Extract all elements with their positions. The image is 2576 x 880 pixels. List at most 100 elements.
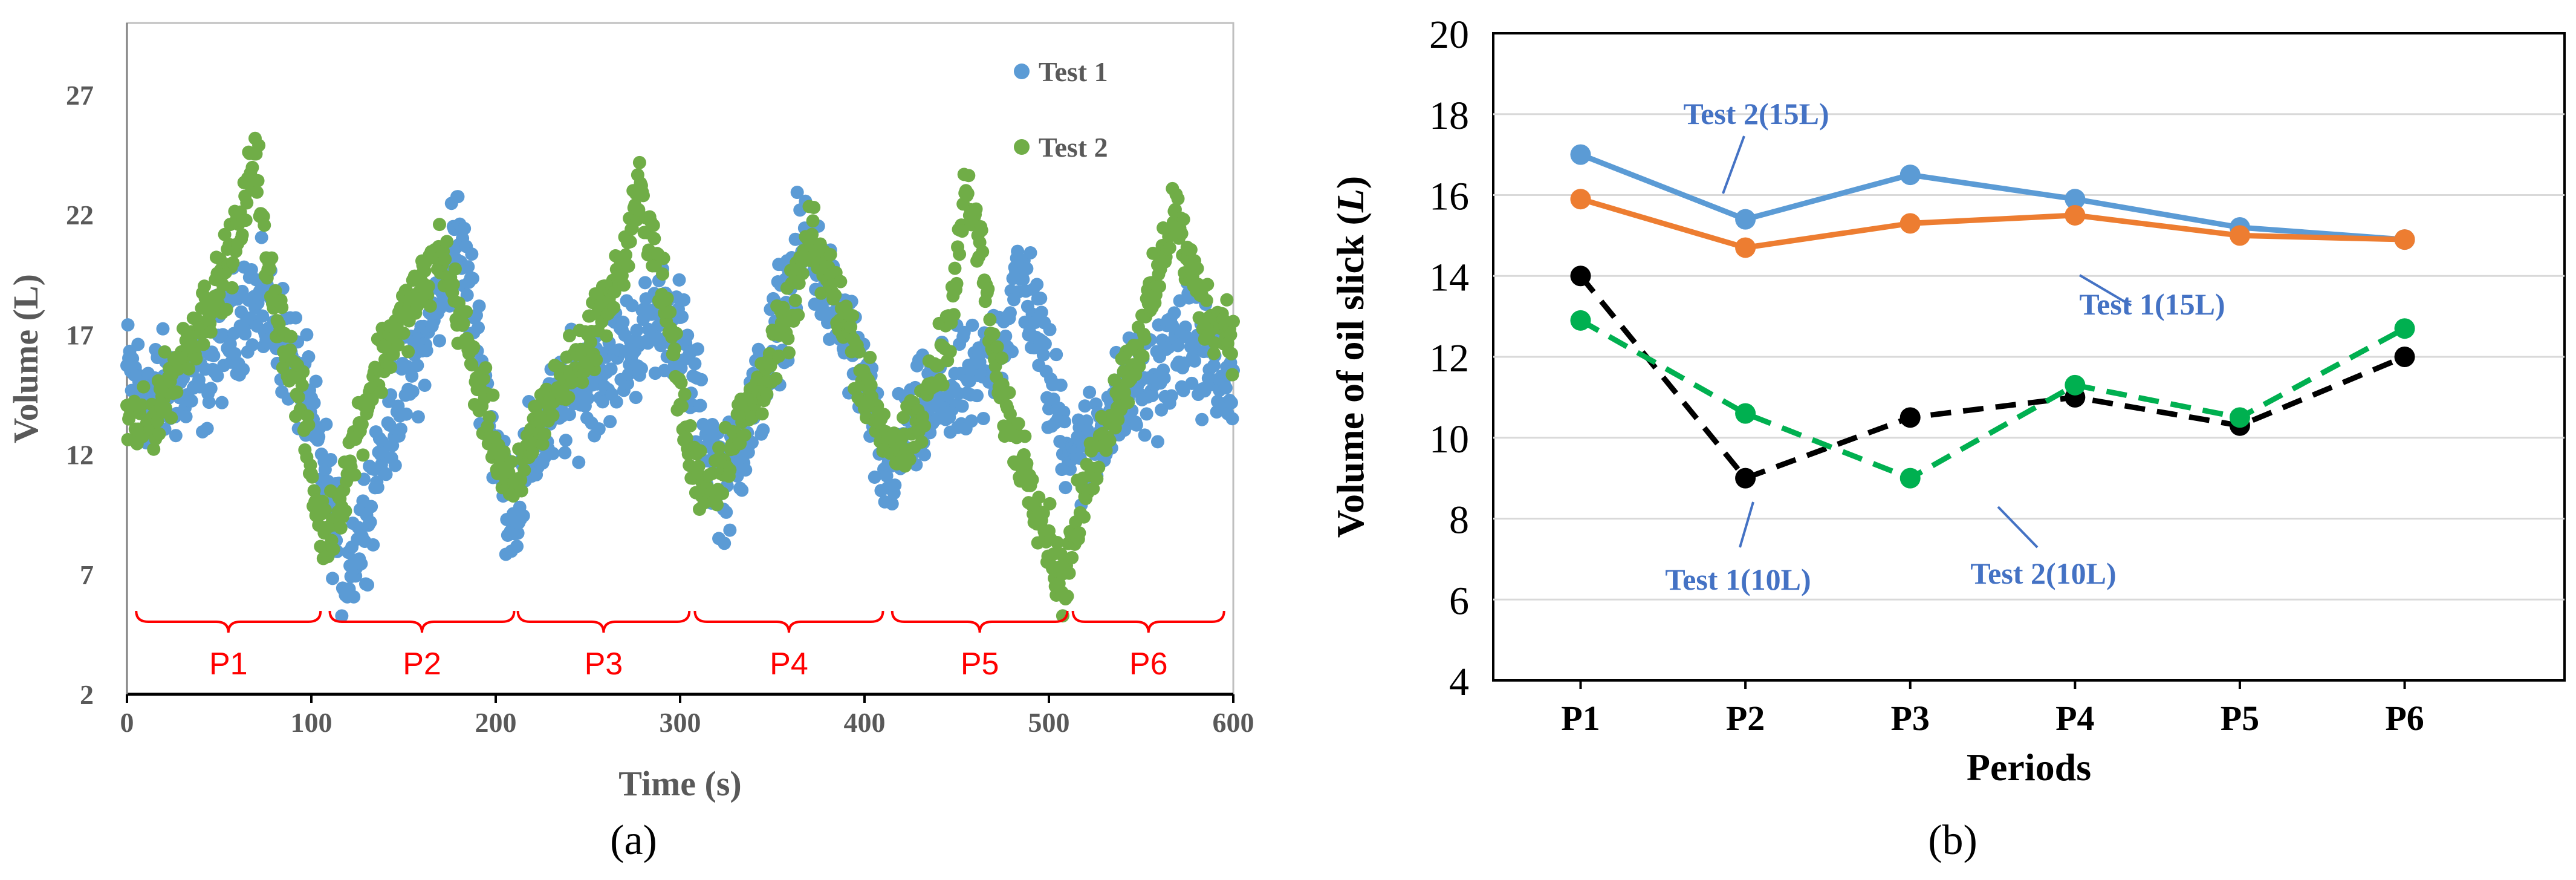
panel-b-y-tick-label: 14 [1429,255,1469,299]
panel-a-point-test1 [999,329,1013,343]
panel-a-point-test2 [440,235,454,249]
panel-a-point-test1 [1224,396,1238,409]
panel-a-point-test2 [987,327,1001,341]
panel-a-point-test1 [121,318,135,332]
panel-a-point-test1 [1225,412,1239,426]
panel-b-y-axis-label: Volume of oil slick (L) [1329,176,1372,538]
panel-b-point [2229,407,2250,428]
panel-a-point-test1 [244,262,258,276]
panel-a-point-test2 [669,327,683,341]
panel-a-point-test2 [1018,429,1032,443]
panel-a-point-test1 [1150,435,1164,449]
panel-a-point-test2 [397,326,410,340]
panel-a-point-test1 [559,434,573,448]
panel-a-point-test1 [1140,407,1153,421]
panel-a-point-test1 [558,446,572,460]
panel-a-point-test2 [995,351,1009,365]
panel-a-point-test1 [690,342,704,356]
panel-a-point-test1 [1036,348,1050,362]
panel-a-point-test2 [152,427,166,441]
panel-a-point-test2 [947,308,961,322]
panel-a-point-test1 [1020,262,1034,276]
panel-b-series-label: Test 1(10L) [1665,562,1811,596]
panel-a-period-brace [328,610,516,633]
panel-a-point-test2 [1043,497,1057,510]
panel-a-point-test2 [760,387,774,401]
panel-a-point-test2 [1072,526,1086,540]
panel-a-point-test2 [776,301,790,315]
panel-b-point [1900,165,1921,186]
panel-a-point-test2 [915,435,929,449]
panel-a-point-test2 [226,256,240,270]
panel-a-point-test2 [562,390,576,404]
panel-a-point-test1 [216,328,230,342]
panel-a-point-test2 [421,279,435,293]
panel-a-point-test2 [693,444,707,458]
panel-a-point-test1 [1038,337,1052,351]
panel-a-point-test1 [1057,415,1071,429]
panel-a-point-test1 [131,337,145,351]
panel-a-point-test2 [953,247,967,261]
panel-b-point [2394,347,2415,367]
panel-a-point-test1 [511,526,525,540]
panel-a-point-test2 [423,299,437,313]
panel-a-point-test2 [198,279,212,293]
panel-a-point-test1 [156,322,170,336]
panel-a-point-test1 [204,382,218,396]
panel-a-point-test2 [456,316,470,330]
panel-a-point-test1 [472,321,485,334]
panel-b-y-ticks: 4 6 8 10 12 14 16 18 20 [1429,13,1469,704]
panel-a-point-test2 [807,201,821,215]
panel-a-point-test1 [319,417,333,431]
panel-a-point-test1 [1003,306,1017,320]
panel-a-point-test2 [459,305,473,319]
panel-b-point [2229,225,2250,246]
panel-a-point-test1 [1043,322,1057,336]
panel-a-y-tick-label: 22 [66,200,94,230]
panel-a-point-test1 [695,373,709,386]
panel-a-point-test1 [1034,292,1048,305]
panel-a-point-test1 [516,509,530,523]
panel-a-point-test2 [504,455,518,469]
panel-a-point-test1 [1083,385,1097,399]
panel-a-point-test2 [600,329,613,343]
panel-a-x-ticks: 0 100 200 300 400 500 600 [120,694,1254,738]
panel-a-period-label: P1 [209,647,248,682]
panel-b-line-0 [1579,152,2405,243]
panel-a-point-test1 [739,463,753,477]
panel-a-point-test2 [158,345,172,359]
panel-a-period-label: P4 [770,647,808,682]
panel-a-point-test1 [1054,378,1068,392]
panel-a-point-test2 [723,463,737,477]
panel-a-point-test1 [1167,306,1181,320]
panel-a-point-test2 [1062,566,1076,580]
panel-a-point-test1 [388,458,402,472]
panel-a-point-test2 [844,320,858,334]
panel-a-point-test2 [839,299,853,313]
panel-a-y-tick-label: 17 [66,319,94,350]
panel-b-y-label-variable: L [1329,189,1372,213]
panel-b-y-tick-label: 16 [1429,175,1469,219]
panel-a-period-label: P2 [403,647,441,682]
panel-a-x-axis-label: Time (s) [618,764,742,803]
panel-a-point-test1 [302,350,316,363]
panel-a-point-test2 [448,262,462,276]
panel-a-point-test2 [225,281,239,295]
panel-a-point-test2 [486,388,500,402]
panel-a-point-test2 [975,223,988,237]
panel-a-period-label: P6 [1129,647,1168,682]
panel-a-point-test1 [335,609,349,623]
panel-a-point-test2 [537,427,551,441]
panel-a-point-test1 [918,448,932,461]
panel-a-point-test1 [1171,339,1185,353]
panel-a-point-test1 [510,539,524,553]
panel-b-series-label: Test 2(10L) [1970,556,2116,590]
panel-b-line-3 [1579,318,2406,481]
panel-a-point-test2 [1171,192,1185,206]
panel-a-point-test1 [200,422,214,435]
panel-b-point [1570,189,1591,210]
panel-b-x-tick-label: P5 [2221,699,2259,738]
panel-a-period-brace [693,610,884,633]
panel-a-point-test2 [482,410,496,424]
panel-a-point-test1 [406,385,420,399]
